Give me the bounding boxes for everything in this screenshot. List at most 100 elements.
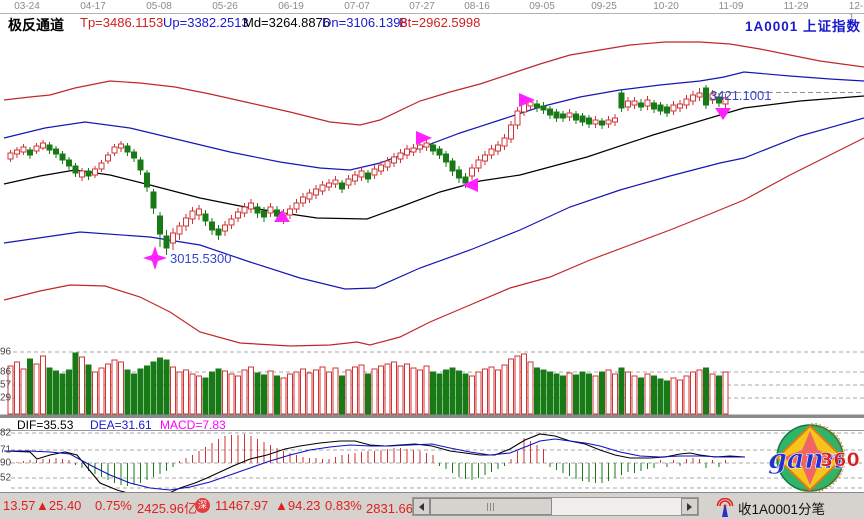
volume-bar bbox=[586, 373, 592, 415]
volume-bar bbox=[644, 373, 651, 415]
candle-body bbox=[170, 232, 176, 244]
candle-body bbox=[293, 202, 300, 210]
candle-body bbox=[469, 167, 475, 177]
candle-body bbox=[189, 210, 196, 220]
candle-body bbox=[482, 154, 488, 162]
volume-bar bbox=[443, 369, 449, 415]
candle-body bbox=[131, 151, 137, 159]
volume-bar bbox=[560, 375, 566, 415]
volume-bar bbox=[313, 369, 319, 415]
candle-body bbox=[430, 144, 436, 152]
volume-bar bbox=[553, 373, 560, 415]
candle-body bbox=[14, 149, 20, 155]
candle-body bbox=[378, 164, 384, 172]
volume-bar bbox=[547, 371, 553, 415]
candle-body bbox=[98, 162, 105, 170]
candle-body bbox=[66, 159, 72, 167]
date-label: 05-26 bbox=[212, 1, 238, 12]
low-price-label: 3015.5300 bbox=[170, 251, 232, 266]
candle-body bbox=[163, 235, 170, 249]
volume-bar bbox=[92, 371, 98, 415]
axis-tick-label: 29 bbox=[0, 392, 12, 404]
volume-bar bbox=[209, 371, 215, 415]
candle-body bbox=[326, 182, 332, 188]
dif-line bbox=[3, 433, 746, 498]
volume-bar bbox=[111, 359, 118, 415]
volume-bar bbox=[306, 372, 313, 415]
scroll-left-button[interactable] bbox=[413, 498, 430, 515]
volume-bar bbox=[696, 369, 703, 415]
scrollbar-track[interactable] bbox=[430, 498, 681, 515]
candle-body bbox=[332, 179, 339, 185]
volume-bar bbox=[423, 365, 430, 415]
volume-bar bbox=[514, 355, 521, 415]
candle-body bbox=[709, 93, 716, 101]
candle-body bbox=[540, 105, 547, 111]
candle-body bbox=[644, 99, 651, 107]
volume-bar bbox=[651, 375, 657, 415]
volume-bar bbox=[345, 369, 352, 415]
scroll-right-button[interactable] bbox=[681, 498, 698, 515]
volume-bar bbox=[657, 378, 664, 415]
volume-bar bbox=[371, 368, 378, 415]
candle-body bbox=[462, 176, 469, 184]
candle-body bbox=[553, 111, 560, 119]
volume-bar bbox=[98, 367, 105, 415]
volume-bar bbox=[300, 368, 306, 415]
candle-body bbox=[638, 102, 644, 108]
volume-bar bbox=[137, 368, 144, 415]
volume-bar bbox=[527, 361, 534, 415]
volume-bar bbox=[280, 377, 287, 415]
candle-body bbox=[352, 174, 358, 182]
volume-bar bbox=[508, 358, 514, 415]
volume-bar bbox=[599, 371, 605, 415]
candle-body bbox=[300, 196, 306, 204]
candle-body bbox=[241, 206, 248, 214]
volume-bar bbox=[189, 373, 196, 415]
scrollbar-thumb[interactable] bbox=[430, 498, 552, 515]
candle-body bbox=[436, 148, 443, 156]
symbol-name: 上证指数 bbox=[803, 19, 861, 34]
candle-body bbox=[319, 184, 326, 192]
candle-body bbox=[410, 147, 417, 153]
volume-bar bbox=[391, 361, 397, 415]
dea-line bbox=[4, 438, 745, 491]
volume-bar bbox=[605, 369, 612, 415]
candle-body bbox=[690, 94, 696, 102]
candle-body bbox=[391, 156, 397, 164]
volume-bar bbox=[430, 371, 436, 415]
axis-tick-label: 86 bbox=[0, 366, 12, 378]
date-label: 08-16 bbox=[464, 1, 490, 12]
volume-bar bbox=[365, 373, 371, 415]
candle-body bbox=[124, 145, 131, 153]
candle-body bbox=[118, 143, 124, 149]
candle-body bbox=[456, 169, 462, 179]
candle-body bbox=[183, 217, 189, 227]
date-label: 06-19 bbox=[278, 1, 304, 12]
date-label: 09-25 bbox=[591, 1, 617, 12]
scroll-left-icon bbox=[419, 502, 424, 511]
volume-bar bbox=[612, 373, 618, 415]
volume-bar bbox=[20, 368, 27, 415]
candle-body bbox=[716, 96, 722, 104]
horizontal-scrollbar[interactable] bbox=[412, 497, 699, 516]
dea-value: DEA=31.61 bbox=[90, 418, 152, 432]
volume-bar bbox=[248, 366, 254, 415]
channel-line-mid_black bbox=[3, 95, 864, 220]
candle-body bbox=[215, 228, 222, 236]
date-label: 03-24 bbox=[14, 1, 40, 12]
volume-bar bbox=[14, 361, 20, 415]
candle-body bbox=[625, 100, 631, 108]
candle-body bbox=[150, 191, 157, 209]
date-label: 05-08 bbox=[146, 1, 172, 12]
candle-body bbox=[508, 124, 514, 140]
signal-marker-arrow-right bbox=[519, 93, 535, 107]
signal-marker-star bbox=[143, 246, 167, 270]
volume-bar bbox=[241, 369, 248, 415]
date-label: 07-27 bbox=[409, 1, 435, 12]
volume-bar bbox=[274, 375, 280, 415]
candle-body bbox=[683, 98, 690, 106]
date-label: 10-20 bbox=[653, 1, 679, 12]
axis-tick-label: 71 bbox=[0, 444, 12, 456]
